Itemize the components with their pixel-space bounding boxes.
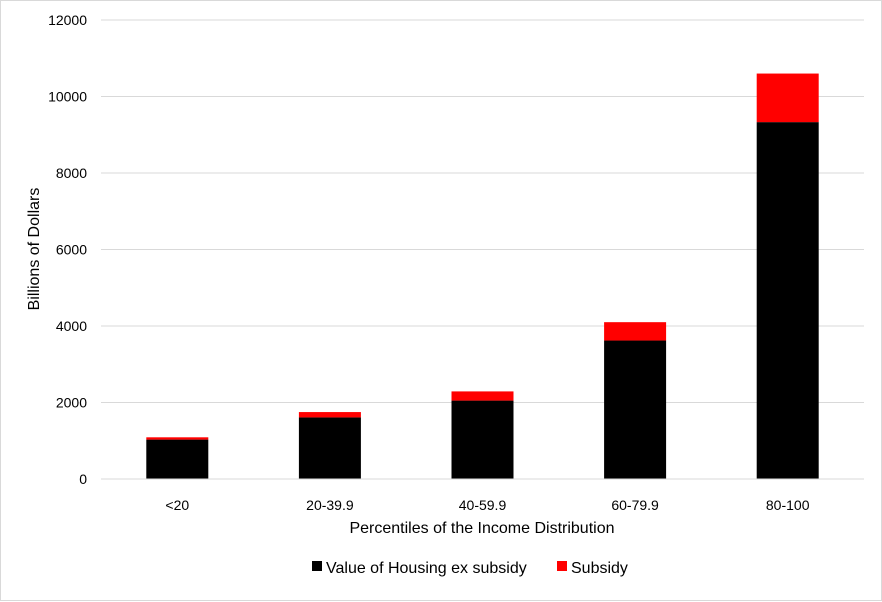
gridlines — [101, 19, 864, 403]
legend-swatch-value-of-housing — [312, 561, 322, 571]
y-tick-label: 12000 — [48, 12, 87, 28]
y-tick-label: 2000 — [56, 395, 87, 411]
x-axis-tick-labels: <20 20-39.9 40-59.9 60-79.9 80-100 — [165, 497, 809, 513]
y-tick-label: 10000 — [48, 89, 87, 105]
y-tick-label: 8000 — [56, 165, 87, 181]
y-tick-label: 0 — [79, 471, 87, 487]
x-axis-title: Percentiles of the Income Distribution — [349, 520, 614, 537]
bar-subsidy-2 — [451, 391, 514, 401]
legend: Value of Housing ex subsidy Subsidy — [312, 560, 628, 577]
x-tick-label: <20 — [165, 497, 189, 513]
x-tick-label: 80-100 — [766, 497, 810, 513]
legend-label-subsidy: Subsidy — [571, 560, 628, 577]
bar-value-of-housing-0 — [146, 439, 209, 479]
bar-value-of-housing-4 — [756, 122, 819, 479]
y-axis-tick-labels: 0 2000 4000 6000 8000 10000 12000 — [48, 12, 87, 487]
y-axis-title: Billions of Dollars — [26, 188, 43, 311]
bars — [146, 73, 819, 479]
x-tick-label: 20-39.9 — [306, 497, 354, 513]
bar-value-of-housing-1 — [298, 417, 361, 479]
bar-subsidy-3 — [604, 322, 667, 341]
bar-subsidy-0 — [146, 437, 209, 440]
x-tick-label: 60-79.9 — [611, 497, 659, 513]
legend-swatch-subsidy — [557, 561, 567, 571]
legend-label-value-of-housing: Value of Housing ex subsidy — [326, 560, 527, 577]
y-tick-label: 4000 — [56, 318, 87, 334]
bar-subsidy-4 — [756, 73, 819, 123]
x-tick-label: 40-59.9 — [459, 497, 507, 513]
bar-value-of-housing-3 — [604, 340, 667, 479]
y-tick-label: 6000 — [56, 242, 87, 258]
bar-subsidy-1 — [298, 412, 361, 418]
bar-value-of-housing-2 — [451, 400, 514, 479]
